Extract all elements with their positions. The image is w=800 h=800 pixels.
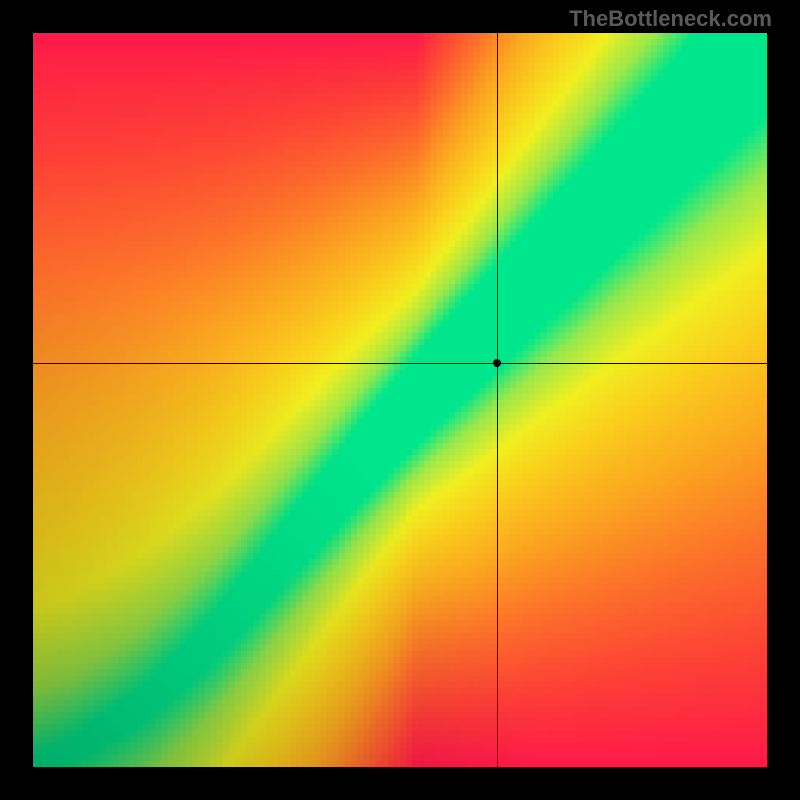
heatmap-plot xyxy=(33,33,767,767)
crosshair-horizontal xyxy=(33,363,767,364)
watermark-text: TheBottleneck.com xyxy=(569,6,772,32)
crosshair-dot xyxy=(493,359,501,367)
heatmap-canvas xyxy=(33,33,767,767)
crosshair-vertical xyxy=(497,33,498,767)
